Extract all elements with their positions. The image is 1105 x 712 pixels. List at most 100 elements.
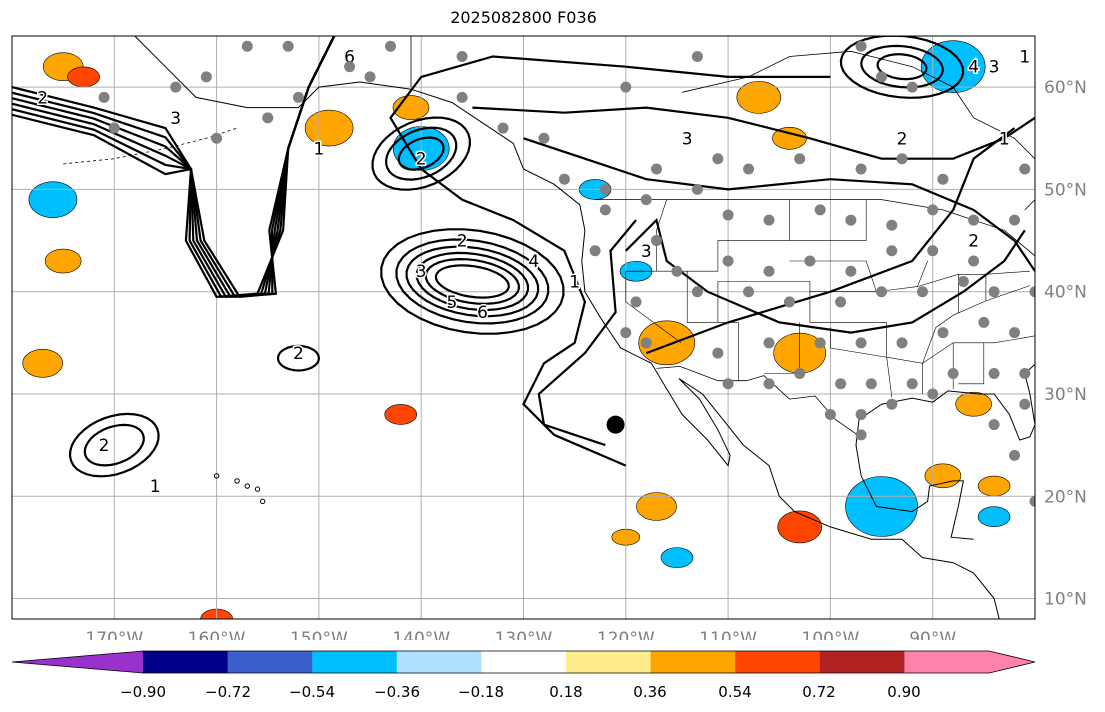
station-dot — [640, 194, 652, 206]
colorbar-outline — [11, 650, 1036, 674]
contour-north — [523, 137, 1035, 272]
station-dot — [108, 122, 120, 134]
contour-low — [380, 228, 565, 335]
station-dot — [650, 235, 662, 247]
contour-dateline — [68, 412, 160, 478]
lat-tick-label: 40°N — [1044, 283, 1087, 303]
island — [244, 483, 250, 489]
contour-label: 2 — [293, 344, 304, 364]
contour-label: 2 — [416, 150, 427, 170]
colorbar-extend-high — [989, 651, 1035, 673]
station-dot — [1019, 398, 1031, 410]
gridlines — [12, 36, 1035, 619]
station-dot — [712, 347, 724, 359]
marker-dot — [606, 415, 625, 434]
station-dot — [671, 265, 683, 277]
station-dot — [282, 40, 294, 52]
lon-tick-label: 170°W — [85, 629, 143, 640]
station-dot — [763, 214, 775, 226]
station-dot — [896, 153, 908, 165]
border-canada — [595, 199, 1035, 257]
state-border — [789, 199, 867, 241]
contour-label: 3 — [170, 109, 181, 129]
station-dot — [722, 209, 734, 221]
lat-tick-label: 60°N — [1044, 78, 1087, 98]
state-border — [656, 199, 667, 272]
station-dot — [988, 286, 1000, 298]
positive-region — [304, 109, 354, 147]
station-dot — [988, 419, 1000, 431]
station-dot — [855, 337, 867, 349]
station-dot — [640, 337, 652, 349]
station-dot — [886, 245, 898, 257]
station-dot — [691, 50, 703, 62]
station-dot — [835, 378, 847, 390]
station-dot — [794, 368, 806, 380]
station-dot — [865, 378, 877, 390]
contour-label: 3 — [682, 129, 693, 149]
colorbar-extend-low — [12, 651, 143, 673]
contour-label: 5 — [446, 293, 457, 313]
positive-region — [736, 81, 782, 114]
station-dot — [845, 265, 857, 277]
station-dot — [824, 408, 836, 420]
station-dot — [886, 398, 898, 410]
coastline-yucatan — [860, 475, 974, 540]
positive-region — [977, 475, 1011, 497]
station-dot — [927, 204, 939, 216]
station-dot — [497, 122, 509, 134]
station-dot — [743, 286, 755, 298]
station-dot — [1019, 368, 1031, 380]
lat-tick-label: 50°N — [1044, 180, 1087, 200]
colorbar-bin — [819, 651, 905, 673]
station-dot — [927, 388, 939, 400]
positive-region — [955, 391, 992, 417]
colorbar-bin — [566, 651, 652, 673]
station-dot — [1009, 214, 1021, 226]
station-dot — [262, 112, 274, 124]
lon-tick-label: 150°W — [290, 629, 348, 640]
lon-tick-label: 130°W — [495, 629, 553, 640]
station-dot — [876, 71, 888, 83]
station-dot — [241, 40, 253, 52]
positive-region — [777, 510, 823, 544]
station-dot — [334, 20, 345, 31]
lat-tick-label: 20°N — [1044, 487, 1087, 507]
station-dot — [743, 163, 755, 175]
contour-label: 3 — [989, 58, 1000, 78]
station-dot — [968, 255, 980, 267]
colorbar-bin — [396, 651, 482, 673]
contour-label: 1 — [313, 140, 324, 160]
lon-tick-labels: 170°W 160°W 150°W 140°W 130°W 120°W 110°W 100°W… — [85, 629, 956, 640]
colorbar-bin — [904, 651, 990, 673]
positive-region — [638, 320, 696, 366]
station-dot — [589, 245, 601, 257]
contour-label: 2 — [457, 232, 468, 252]
contour-label: 3 — [416, 262, 427, 282]
positive-region — [67, 66, 100, 88]
station-dot — [916, 286, 928, 298]
marker-dot — [606, 415, 625, 434]
station-dot — [804, 255, 816, 267]
station-dot — [385, 40, 397, 52]
station-dot — [558, 173, 570, 185]
positive-region — [384, 404, 418, 425]
contour-ridge — [537, 219, 637, 447]
contour-central — [645, 127, 1016, 355]
lon-tick-label: 110°W — [699, 629, 757, 640]
contour-small — [276, 344, 321, 372]
colorbar-tick-label: 0.18 — [549, 683, 582, 701]
station-dot — [170, 81, 182, 93]
colorbar-tick-label: −0.36 — [374, 683, 420, 701]
colorbar-tick-label: 0.72 — [802, 683, 835, 701]
colorbar-bin — [650, 651, 736, 673]
positive-region — [924, 463, 962, 489]
station-dot — [763, 265, 775, 277]
station-dot — [814, 204, 826, 216]
state-border — [717, 281, 887, 323]
lon-tick-label: 90°W — [909, 629, 956, 640]
station-dot — [855, 429, 867, 441]
negative-region — [977, 506, 1011, 528]
station-dot — [456, 50, 468, 62]
